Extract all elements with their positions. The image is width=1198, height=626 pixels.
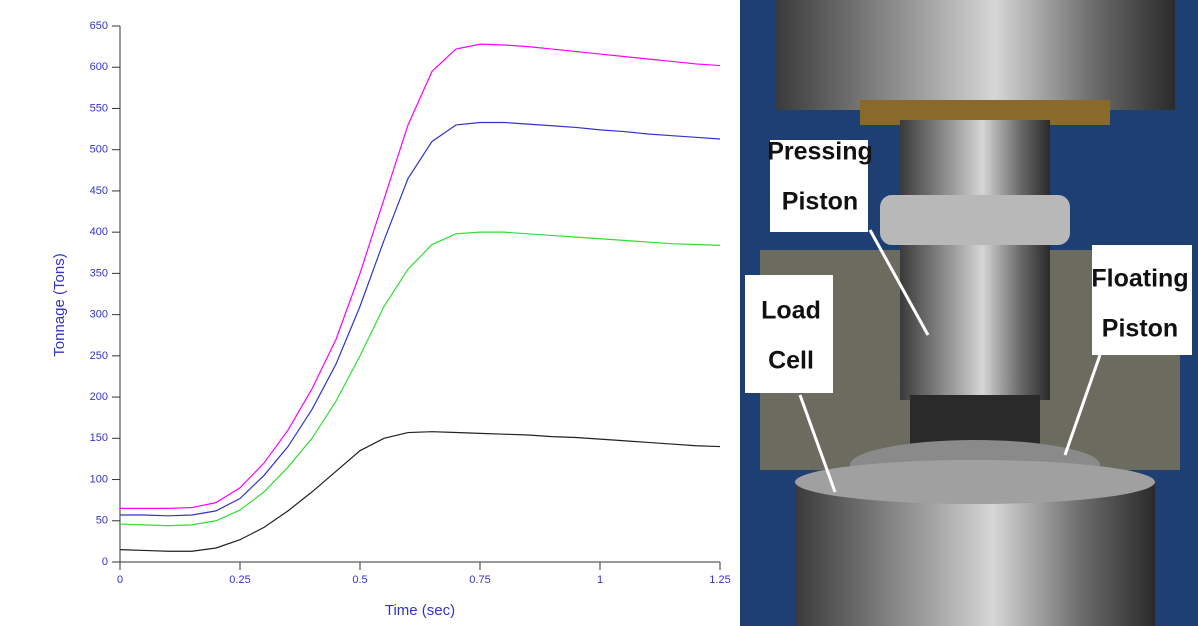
y-tick-label: 150 bbox=[90, 432, 108, 444]
series-line bbox=[119, 431, 721, 552]
y-axis-label: Tonnage (Tons) bbox=[51, 253, 68, 356]
y-tick-label: 200 bbox=[90, 391, 108, 403]
y-tick-label: 650 bbox=[90, 20, 108, 32]
y-tick-label: 350 bbox=[90, 267, 108, 279]
x-tick-label: 1.25 bbox=[709, 574, 730, 586]
series-line bbox=[120, 121, 721, 517]
series-line bbox=[119, 231, 721, 527]
y-tick-label: 250 bbox=[90, 350, 108, 362]
x-tick-label: 0.5 bbox=[352, 574, 367, 586]
upper-head bbox=[775, 0, 1175, 110]
label-box bbox=[745, 275, 833, 393]
y-tick-label: 450 bbox=[90, 185, 108, 197]
y-tick-label: 50 bbox=[96, 515, 108, 527]
y-tick-label: 600 bbox=[90, 61, 108, 73]
series-line bbox=[120, 43, 721, 509]
photo-label: Piston bbox=[1102, 315, 1178, 343]
chart: Time (sec) Tonnage (Tons) 0 50 100 150 200 25… bbox=[51, 20, 731, 619]
y-tick-label: 300 bbox=[90, 309, 108, 321]
x-tick-label: 0.25 bbox=[229, 574, 250, 586]
x-tick-label: 1 bbox=[597, 574, 603, 586]
x-tick-label: 0 bbox=[117, 574, 123, 586]
pressing-piston bbox=[900, 120, 1050, 400]
label-box bbox=[1092, 245, 1192, 355]
y-tick-label: 100 bbox=[90, 473, 108, 485]
arrow bbox=[1063, 354, 1102, 456]
y-tick-label: 500 bbox=[90, 144, 108, 156]
y-tick-label: 550 bbox=[90, 102, 108, 114]
y-tick-label: 0 bbox=[102, 556, 108, 568]
photo-label: Cell bbox=[768, 347, 814, 375]
photo-label: Pressing bbox=[767, 138, 873, 166]
photo: Pressing Piston Load Cell Floating Pisto… bbox=[740, 0, 1198, 626]
label-box bbox=[770, 140, 868, 232]
arrow bbox=[868, 229, 930, 336]
photo-label: Piston bbox=[782, 188, 858, 216]
arrow bbox=[798, 394, 837, 493]
load-cell-top bbox=[795, 460, 1155, 504]
load-cell bbox=[795, 480, 1155, 626]
x-axis-label: Time (sec) bbox=[385, 602, 455, 619]
x-tick-label: 0.75 bbox=[469, 574, 490, 586]
y-tick-label: 400 bbox=[90, 226, 108, 238]
clamp bbox=[880, 195, 1070, 245]
photo-label: Floating bbox=[1091, 265, 1188, 293]
photo-label: Load bbox=[761, 297, 821, 325]
